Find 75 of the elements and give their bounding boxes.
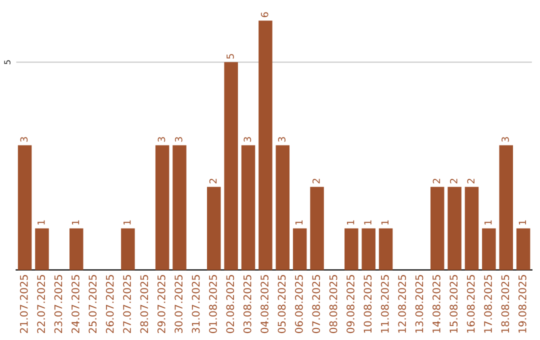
data-label: 2	[450, 178, 458, 184]
x-tick-label: 02.08.2025	[226, 275, 234, 334]
bar	[224, 62, 238, 270]
x-tick-label: 31.07.2025	[192, 275, 200, 333]
x-tick-label: 24.07.2025	[72, 275, 80, 334]
x-tick-label: 11.08.2025	[380, 275, 389, 333]
data-label: 1	[347, 220, 354, 225]
x-tick-label: 27.07.2025	[123, 275, 131, 334]
data-label: 1	[295, 220, 303, 225]
data-label: 1	[364, 220, 372, 225]
bar	[482, 228, 496, 270]
x-tick-label: 06.08.2025	[294, 275, 303, 334]
x-tick-label: 12.08.2025	[398, 275, 406, 333]
x-tick-label: 30.07.2025	[174, 275, 183, 333]
x-tick-label: 10.08.2025	[364, 275, 372, 333]
bar	[241, 145, 256, 270]
data-label: 3	[278, 137, 286, 142]
x-tick-label: 13.08.2025	[415, 275, 424, 333]
bar	[464, 186, 479, 270]
data-label: 3	[20, 137, 28, 142]
bar	[276, 145, 290, 270]
x-tick-label: 01.08.2025	[209, 275, 217, 334]
data-label: 3	[502, 137, 509, 142]
bar	[69, 228, 84, 270]
data-label: 1	[484, 220, 492, 225]
x-tick-label: 15.08.2025	[450, 275, 458, 333]
x-tick-label: 21.07.2025	[20, 275, 28, 334]
x-tick-label: 14.08.2025	[432, 275, 440, 333]
x-tick-label: 09.08.2025	[346, 275, 354, 334]
data-label: 3	[244, 137, 252, 142]
bar	[18, 145, 32, 270]
x-tick-label: 03.08.2025	[243, 275, 252, 334]
data-label: 6	[260, 12, 268, 18]
data-label: 1	[72, 220, 80, 225]
x-tick-label: 25.07.2025	[88, 275, 97, 334]
x-tick-label: 07.08.2025	[312, 275, 320, 334]
bar	[207, 186, 221, 270]
bar	[499, 145, 513, 270]
bar	[362, 228, 376, 270]
x-tick-label: 16.08.2025	[466, 275, 475, 333]
ref-line-label: 5	[4, 60, 10, 64]
data-label: 2	[209, 178, 217, 184]
data-label: 2	[312, 178, 320, 184]
x-tick-label: 26.07.2025	[106, 275, 114, 334]
bar	[516, 228, 530, 270]
data-label: 1	[518, 220, 526, 225]
data-label: 5	[226, 54, 234, 59]
x-tick-label: 18.08.2025	[501, 275, 510, 333]
bar	[448, 186, 462, 270]
x-tick-label: 28.07.2025	[140, 275, 148, 334]
data-label: 3	[158, 137, 166, 142]
bar	[378, 228, 393, 270]
data-label: 1	[381, 220, 388, 225]
data-label: 1	[38, 220, 45, 225]
x-tick-label: 04.08.2025	[260, 275, 268, 334]
bar	[35, 228, 49, 270]
bar	[121, 228, 135, 270]
bar	[430, 186, 444, 270]
bar	[292, 228, 307, 270]
x-tick-label: 17.08.2025	[484, 275, 492, 333]
bar	[155, 145, 170, 270]
data-label: 1	[124, 220, 131, 225]
data-label: 2	[467, 178, 474, 184]
x-tick-label: 05.08.2025	[278, 275, 286, 334]
bar	[344, 228, 358, 270]
data-label: 3	[174, 137, 182, 142]
x-tick-label: 08.08.2025	[329, 275, 338, 334]
x-tick-label: 19.08.2025	[518, 275, 526, 333]
data-label: 2	[432, 178, 440, 184]
bar	[258, 20, 272, 270]
bar	[172, 145, 186, 270]
bar	[310, 186, 324, 270]
x-tick-label: 23.07.2025	[54, 275, 62, 334]
x-tick-label: 22.07.2025	[37, 275, 46, 334]
x-tick-label: 29.07.2025	[157, 275, 166, 334]
